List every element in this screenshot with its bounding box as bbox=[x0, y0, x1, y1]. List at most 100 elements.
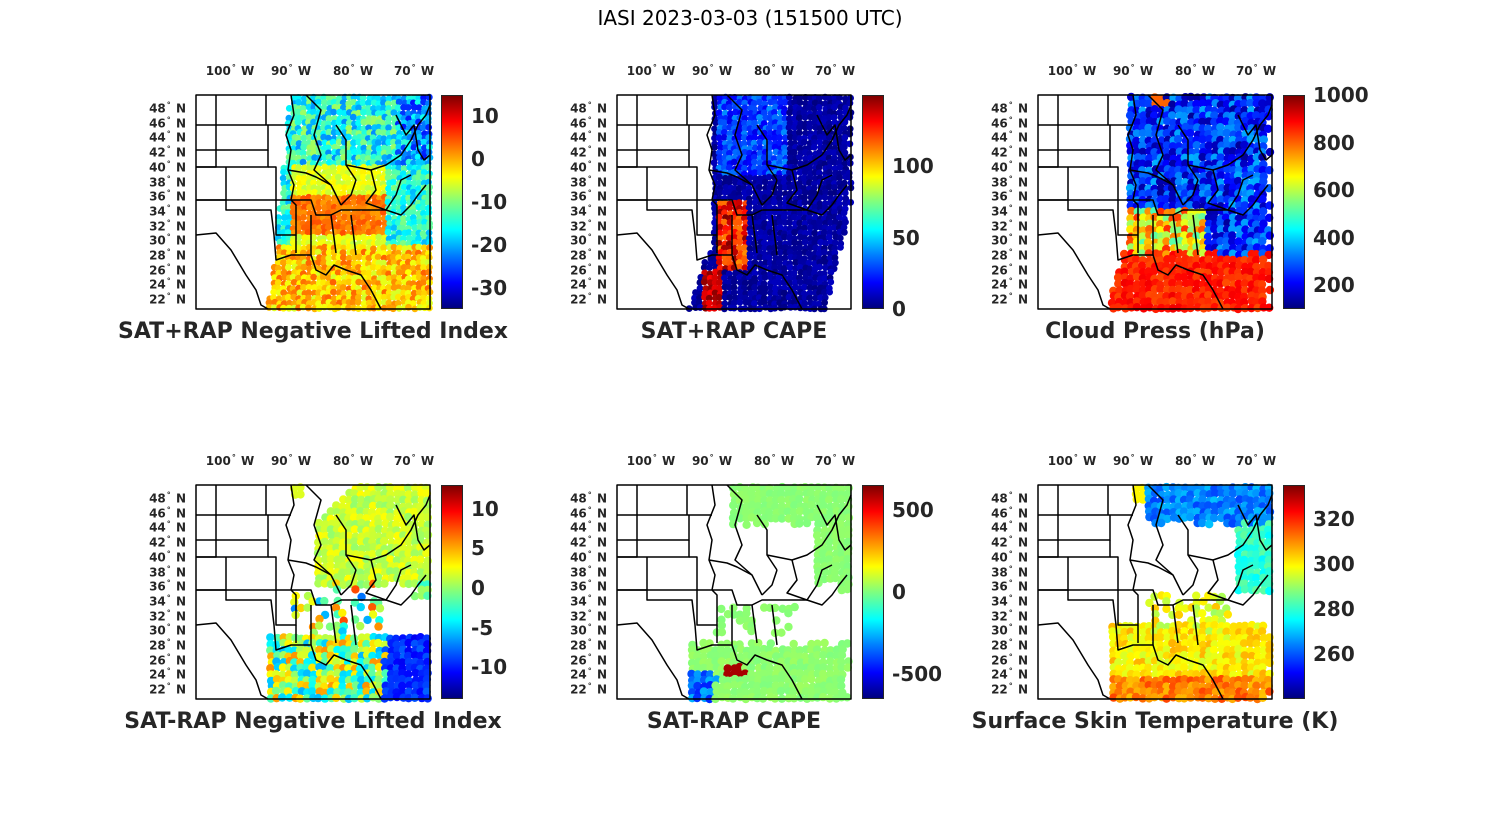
data-point bbox=[320, 525, 329, 534]
data-point bbox=[791, 124, 798, 131]
data-point bbox=[729, 603, 738, 612]
data-point bbox=[314, 228, 322, 236]
border-line bbox=[335, 104, 431, 181]
border-line bbox=[716, 214, 778, 256]
data-point bbox=[715, 129, 723, 136]
data-point bbox=[792, 259, 800, 266]
data-point bbox=[360, 233, 367, 241]
longitude-label: 100° W bbox=[626, 63, 676, 78]
data-point bbox=[780, 108, 788, 116]
data-point bbox=[776, 134, 783, 141]
data-point bbox=[279, 199, 287, 207]
data-point bbox=[726, 104, 733, 111]
data-point bbox=[335, 259, 342, 267]
data-point bbox=[741, 674, 750, 684]
data-point bbox=[1125, 111, 1135, 120]
border-line bbox=[215, 125, 269, 151]
data-point bbox=[831, 224, 838, 232]
data-point bbox=[1144, 129, 1154, 138]
data-point bbox=[730, 284, 738, 291]
colorbar bbox=[441, 95, 463, 309]
colorbar-tick-label: 600 bbox=[1313, 178, 1355, 203]
data-point bbox=[806, 123, 814, 131]
latitude-label: 22° N bbox=[991, 291, 1028, 307]
data-point bbox=[324, 144, 332, 152]
data-point bbox=[781, 99, 789, 106]
data-point bbox=[1185, 129, 1195, 138]
data-point bbox=[330, 295, 338, 302]
colorbar-tick-label: 0 bbox=[471, 576, 485, 601]
data-point bbox=[320, 596, 329, 606]
data-point bbox=[332, 549, 342, 558]
data-point bbox=[294, 119, 302, 126]
data-point bbox=[736, 298, 744, 306]
border-line bbox=[1127, 94, 1137, 201]
data-point bbox=[285, 304, 293, 312]
data-point bbox=[362, 687, 371, 696]
data-point bbox=[1186, 201, 1195, 210]
data-point bbox=[741, 244, 748, 252]
map-panel-3: 100° W 90° W 80° W 70° W 48° N 46° N 44° N 42° … bbox=[842, 55, 1369, 355]
data-point bbox=[1162, 292, 1171, 301]
latitude-label: 46° N bbox=[149, 115, 186, 131]
data-point bbox=[826, 657, 835, 666]
data-point bbox=[815, 103, 823, 111]
data-point bbox=[717, 144, 724, 152]
data-point bbox=[796, 250, 803, 257]
latitude-label: 34° N bbox=[991, 203, 1028, 219]
data-point bbox=[1132, 285, 1141, 294]
data-point bbox=[846, 125, 854, 133]
data-point bbox=[752, 518, 762, 528]
data-point bbox=[321, 204, 328, 212]
data-point bbox=[303, 603, 312, 612]
longitude-label: 80° W bbox=[332, 453, 374, 468]
data-point bbox=[286, 299, 293, 307]
data-point bbox=[710, 229, 718, 236]
data-point bbox=[751, 300, 758, 307]
data-point bbox=[1264, 274, 1274, 284]
data-point bbox=[296, 490, 305, 499]
data-point bbox=[305, 193, 313, 201]
data-point bbox=[1223, 303, 1232, 312]
data-point bbox=[326, 687, 335, 696]
data-point bbox=[837, 513, 847, 522]
data-point bbox=[1258, 184, 1268, 193]
state-borders bbox=[616, 94, 852, 310]
data-point bbox=[415, 179, 423, 187]
border-line bbox=[806, 184, 848, 216]
data-point bbox=[761, 234, 769, 241]
data-point bbox=[831, 254, 839, 262]
data-point bbox=[751, 270, 759, 277]
data-point bbox=[827, 278, 835, 286]
data-point bbox=[1217, 303, 1226, 312]
data-point bbox=[419, 199, 427, 207]
data-point bbox=[390, 243, 398, 251]
data-point bbox=[278, 663, 288, 672]
data-point bbox=[375, 604, 385, 613]
data-point bbox=[843, 554, 852, 564]
data-point bbox=[325, 288, 333, 296]
border-line bbox=[617, 95, 712, 126]
data-point bbox=[840, 224, 848, 231]
data-point bbox=[1198, 609, 1207, 618]
data-point bbox=[339, 284, 347, 291]
data-point bbox=[1138, 189, 1147, 199]
data-point bbox=[380, 104, 387, 112]
data-point bbox=[1222, 128, 1231, 138]
data-point bbox=[777, 514, 787, 523]
data-point bbox=[1204, 303, 1213, 312]
data-point bbox=[375, 105, 382, 112]
data-point bbox=[345, 254, 353, 262]
data-point bbox=[837, 244, 844, 251]
data-point bbox=[284, 264, 292, 271]
data-point bbox=[1173, 135, 1183, 144]
border-line bbox=[196, 485, 291, 516]
data-point bbox=[391, 567, 401, 576]
data-point bbox=[310, 118, 317, 126]
data-point bbox=[1205, 262, 1214, 271]
data-point bbox=[711, 304, 718, 312]
data-point bbox=[379, 228, 387, 236]
data-point bbox=[1113, 303, 1123, 312]
data-point bbox=[796, 99, 804, 106]
data-point bbox=[1126, 225, 1135, 234]
